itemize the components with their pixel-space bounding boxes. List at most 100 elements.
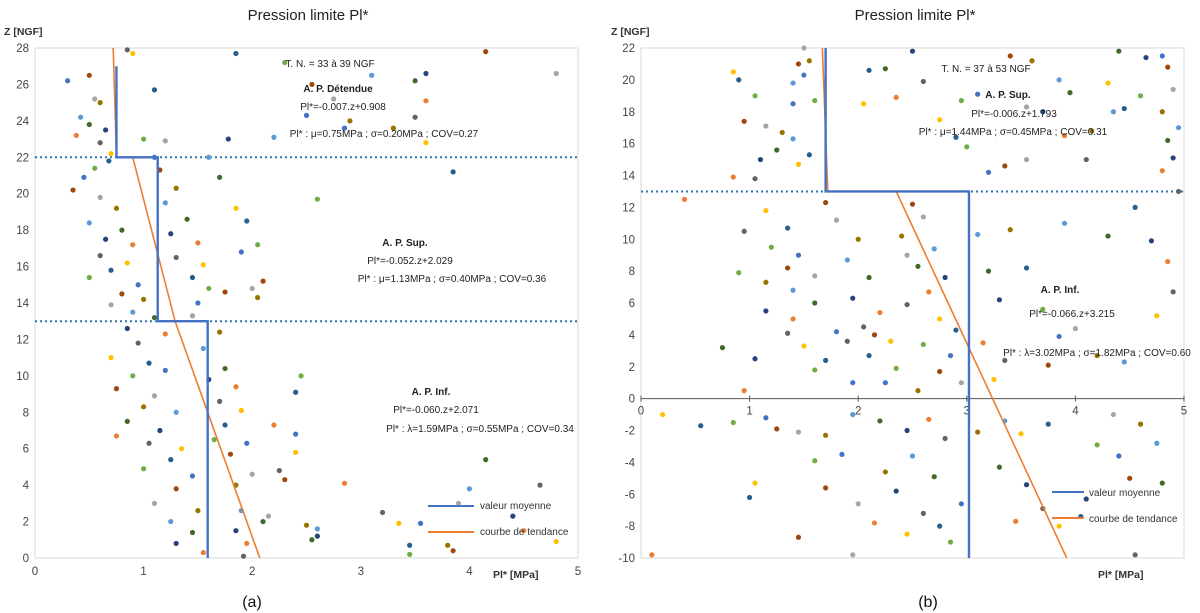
chart-b-point	[1013, 518, 1019, 524]
chart-b-point	[823, 199, 829, 206]
chart-a-layer3-name: A. P. Inf.	[412, 387, 451, 398]
chart-b-point	[909, 48, 916, 54]
chart-a-point	[195, 240, 201, 246]
chart-b-point	[774, 147, 780, 153]
chart-a-point	[450, 548, 456, 554]
chart-b-point	[1110, 411, 1117, 418]
chart-b-ytick: 4	[629, 330, 636, 342]
chart-b-point	[920, 341, 926, 348]
chart-b-point	[757, 156, 764, 163]
chart-b-point	[763, 123, 769, 129]
chart-b-xtick: 1	[746, 406, 752, 418]
chart-b-plot-area	[640, 47, 1185, 559]
chart-b-point	[1089, 128, 1095, 134]
chart-a-point	[173, 540, 179, 547]
chart-a-point	[227, 451, 234, 457]
chart-a-point	[217, 174, 223, 180]
chart-b-xlabel: Pl* [MPa]	[1098, 569, 1144, 581]
chart-b-point	[958, 380, 964, 386]
chart-a-point	[206, 285, 212, 292]
chart-b-layer1-stats: Pl* : μ=1.44MPa ; σ=0.45MPa ; COV=0.31	[919, 127, 1108, 138]
chart-b-point	[741, 118, 747, 124]
chart-b-point	[1094, 352, 1100, 359]
chart-panel-b: Pression limite Pl* Z [NGF] -10-8-6-4-20…	[611, 7, 1191, 611]
chart-b-point	[1170, 155, 1176, 161]
chart-a-trend-lines	[112, 47, 261, 559]
chart-b-point	[795, 61, 802, 67]
chart-a-point	[298, 373, 304, 379]
chart-a-tn: T. N. = 33 à 39 NGF	[285, 59, 374, 70]
chart-a-point	[184, 216, 190, 222]
chart-a-ytick: 24	[16, 116, 29, 128]
chart-b-point	[855, 501, 861, 507]
chart-b-point	[812, 300, 818, 306]
chart-b-point	[937, 316, 943, 322]
chart-b-point	[904, 427, 910, 434]
chart-a-point	[189, 473, 196, 479]
chart-b-point	[763, 207, 769, 214]
chart-b-trend-line	[895, 191, 1068, 559]
chart-a-point	[86, 121, 92, 128]
chart-a-point	[282, 477, 288, 483]
chart-b-point	[1105, 233, 1111, 239]
chart-a-point	[130, 309, 136, 315]
chart-b-layer-boundaries	[640, 190, 1185, 402]
chart-a-point	[113, 433, 120, 439]
chart-a-xtick: 1	[140, 566, 146, 578]
chart-b-point	[861, 101, 867, 107]
chart-a-point	[553, 539, 559, 545]
chart-a-xtick: 4	[466, 566, 473, 578]
chart-a-point	[124, 260, 130, 266]
chart-a-point	[412, 78, 418, 84]
chart-a-point	[173, 254, 179, 261]
chart-a-point	[151, 500, 158, 506]
chart-b-point	[795, 429, 802, 435]
chart-b-point	[649, 552, 655, 558]
chart-b-point	[931, 246, 937, 252]
chart-a-layer1-eq: Pl*=-0.007.z+0.908	[300, 102, 386, 113]
chart-b-point	[866, 67, 872, 73]
chart-b-point	[1061, 220, 1068, 226]
chart-b-ytick: 14	[622, 171, 635, 183]
chart-b-mean-line	[824, 48, 971, 558]
chart-a-point	[331, 96, 337, 102]
chart-a-point	[151, 87, 158, 93]
chart-a-ytick: 4	[23, 480, 30, 492]
chart-a-point	[222, 422, 228, 428]
chart-b-point	[741, 228, 747, 234]
chart-b-point	[812, 367, 818, 373]
chart-a-point	[390, 125, 396, 131]
chart-a-trend-line	[174, 320, 261, 559]
chart-a-point	[162, 331, 168, 337]
chart-a-point	[510, 513, 516, 519]
chart-a-layer2-eq: Pl*=-0.052.z+2.029	[367, 256, 453, 267]
chart-b-point	[1143, 54, 1149, 61]
chart-a-point	[222, 365, 228, 372]
chart-a-point	[249, 285, 255, 292]
chart-a-point	[162, 367, 168, 373]
chart-b-point	[1127, 475, 1133, 481]
chart-a-point	[303, 522, 310, 528]
chart-b-point	[795, 161, 802, 167]
chart-a-point	[108, 267, 114, 273]
chart-a-point	[271, 134, 277, 140]
chart-b-point	[779, 129, 785, 136]
chart-b-point	[877, 418, 883, 424]
chart-a-point	[260, 278, 266, 284]
chart-b-point	[747, 494, 753, 501]
chart-b-point	[926, 289, 932, 295]
chart-a-point	[78, 114, 84, 120]
chart-b-title: Pression limite Pl*	[855, 7, 976, 24]
chart-b-point	[1002, 357, 1008, 363]
chart-a-point	[195, 508, 201, 514]
chart-a-point	[217, 398, 223, 404]
chart-a-point	[233, 384, 239, 390]
chart-b-point	[1154, 440, 1160, 446]
chart-a-point	[407, 551, 413, 557]
chart-a-point	[244, 218, 250, 224]
chart-b-point	[882, 66, 888, 72]
chart-b-trend-lines	[821, 47, 1068, 559]
chart-b-point	[790, 316, 796, 322]
chart-b-point	[823, 485, 829, 491]
chart-a-point	[423, 98, 429, 104]
